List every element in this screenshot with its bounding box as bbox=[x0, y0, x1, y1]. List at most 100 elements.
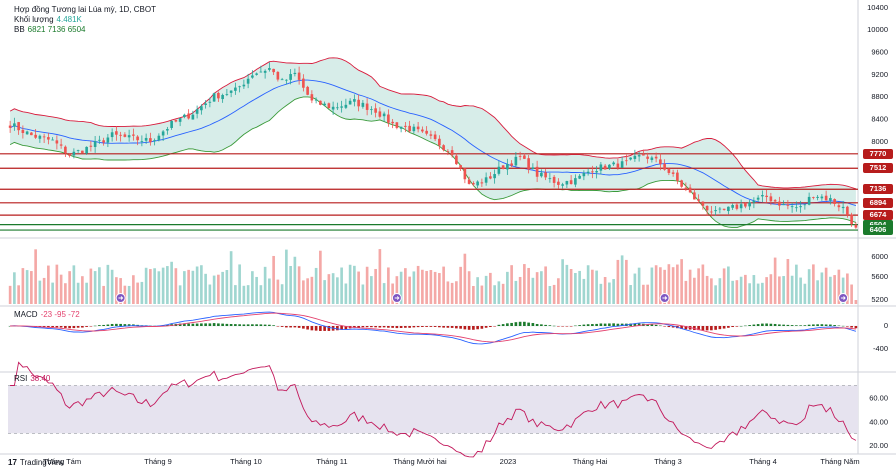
candle-body bbox=[242, 84, 246, 87]
legend-bb[interactable]: BB 6821 7136 6504 bbox=[14, 25, 86, 35]
candle bbox=[540, 169, 543, 178]
legend-title[interactable]: Hợp đồng Tương lai Lúa mỳ, 1D, CBOT bbox=[14, 5, 156, 15]
candle bbox=[263, 69, 267, 79]
legend-volume[interactable]: Khối lượng 4.481K bbox=[14, 15, 82, 25]
volume-bar bbox=[268, 278, 271, 304]
macd-histogram-bar bbox=[731, 326, 734, 328]
rsi-tick-label: 20.00 bbox=[869, 441, 888, 450]
volume-bar bbox=[183, 271, 186, 304]
macd-histogram-bar bbox=[323, 326, 326, 331]
macd-histogram-bar bbox=[68, 326, 71, 329]
candle bbox=[17, 121, 20, 135]
volume-bar bbox=[310, 276, 314, 304]
candle bbox=[752, 197, 756, 209]
candle bbox=[123, 132, 127, 138]
candle-body bbox=[527, 158, 530, 170]
candle bbox=[531, 163, 535, 170]
candle bbox=[816, 194, 819, 201]
candle-body bbox=[680, 180, 683, 187]
macd-histogram-bar bbox=[208, 323, 212, 326]
candle-body bbox=[127, 135, 131, 138]
legend-macd[interactable]: MACD -23 -95 -72 bbox=[14, 310, 80, 320]
bb-values: 6821 7136 6504 bbox=[27, 25, 86, 34]
macd-histogram-bar bbox=[680, 326, 683, 329]
volume-bar bbox=[608, 282, 611, 304]
candle-body bbox=[450, 150, 454, 156]
macd-histogram-bar bbox=[527, 322, 530, 326]
candle bbox=[302, 74, 305, 92]
volume-bar bbox=[433, 271, 437, 304]
candle-body bbox=[710, 211, 713, 213]
candle-body bbox=[595, 171, 598, 173]
macd-histogram-bar bbox=[599, 323, 603, 326]
candle bbox=[348, 98, 352, 105]
candle bbox=[756, 195, 760, 202]
macd-histogram-bar bbox=[106, 324, 110, 326]
macd-histogram-bar bbox=[276, 326, 280, 327]
candle-body bbox=[382, 113, 386, 117]
candle-body bbox=[25, 131, 29, 135]
candle-body bbox=[535, 166, 539, 177]
volume-bar bbox=[799, 277, 802, 304]
candle bbox=[595, 165, 598, 179]
volume-bar bbox=[773, 257, 777, 304]
volume-bar bbox=[421, 269, 424, 304]
macd-histogram-bar bbox=[225, 323, 229, 326]
macd-histogram-bar bbox=[255, 324, 258, 326]
volume-bar bbox=[688, 269, 692, 304]
volume-bar bbox=[208, 284, 212, 304]
candle bbox=[807, 192, 811, 206]
volume-bar bbox=[654, 265, 658, 304]
macd-tick-label: 0 bbox=[884, 321, 888, 330]
candle bbox=[518, 151, 522, 161]
candle bbox=[119, 131, 122, 142]
candle bbox=[693, 189, 696, 200]
candle-body bbox=[599, 164, 603, 171]
macd-histogram-bar bbox=[425, 326, 428, 327]
tradingview-logo[interactable]: 17 TradingView bbox=[8, 458, 64, 467]
candle-body bbox=[612, 162, 615, 165]
volume-bar bbox=[76, 282, 80, 304]
macd-histogram-bar bbox=[829, 324, 832, 326]
candle-body bbox=[476, 181, 479, 186]
candle bbox=[765, 189, 768, 203]
candle bbox=[382, 111, 386, 122]
macd-histogram-bar bbox=[123, 324, 127, 326]
candle-body bbox=[467, 179, 471, 184]
candle bbox=[612, 161, 615, 166]
volume-bar bbox=[178, 285, 182, 304]
macd-histogram-bar bbox=[221, 323, 224, 326]
month-label: Tháng 11 bbox=[316, 457, 347, 466]
price-pane bbox=[0, 0, 896, 455]
candle-body bbox=[323, 103, 326, 106]
macd-histogram-bar bbox=[586, 324, 590, 326]
candle-body bbox=[59, 144, 63, 146]
volume-bar bbox=[535, 272, 539, 304]
macd-histogram-bar bbox=[442, 326, 445, 328]
legend-rsi[interactable]: RSI 38.40 bbox=[14, 374, 50, 384]
candle-body bbox=[395, 122, 399, 128]
candle bbox=[833, 198, 836, 207]
candle-body bbox=[21, 129, 25, 134]
macd-histogram-bar bbox=[778, 324, 781, 326]
volume-bar bbox=[8, 285, 12, 304]
rollover-marker-icon bbox=[659, 293, 670, 303]
candle-body bbox=[701, 201, 705, 206]
candle-body bbox=[790, 206, 794, 208]
macd-tick-label: -400 bbox=[873, 344, 888, 353]
candle bbox=[744, 202, 747, 209]
volume-bar bbox=[455, 281, 458, 304]
candle bbox=[195, 105, 199, 119]
candle-body bbox=[752, 200, 756, 203]
candle-body bbox=[833, 199, 836, 204]
macd-histogram-bar bbox=[820, 324, 824, 326]
volume-bar bbox=[242, 285, 246, 304]
candle bbox=[442, 144, 445, 152]
volume-bar bbox=[807, 269, 811, 304]
candle-body bbox=[455, 155, 458, 165]
candle-body bbox=[387, 114, 390, 123]
candle-body bbox=[582, 172, 586, 177]
volume-bar bbox=[191, 270, 195, 304]
macd-histogram-bar bbox=[582, 324, 586, 326]
candle-body bbox=[47, 137, 50, 140]
